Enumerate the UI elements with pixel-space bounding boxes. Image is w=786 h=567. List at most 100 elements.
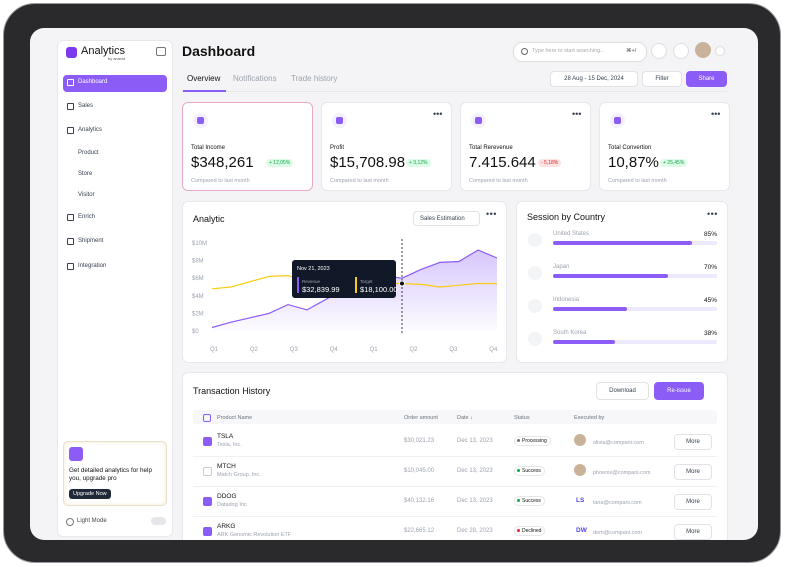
tab[interactable]: Overview	[187, 74, 221, 83]
nav-item[interactable]: Dashboard	[78, 79, 108, 85]
email: dem@compani.com	[593, 530, 642, 536]
nav-item[interactable]: Product	[78, 150, 99, 156]
hover-dot	[399, 280, 405, 287]
country-value: 45%	[703, 297, 717, 304]
page-title: Dashboard	[182, 43, 256, 59]
nav-item[interactable]: Integration	[78, 263, 107, 269]
collapse-icon[interactable]	[156, 47, 166, 56]
user-avatar[interactable]	[695, 42, 711, 58]
theme-toggle[interactable]	[151, 517, 166, 525]
email: olivia@compani.com	[593, 440, 644, 446]
kpi-icon-inner	[614, 117, 621, 124]
search-box[interactable]: Type here to start searching... ⌘+/	[513, 42, 647, 62]
transactions-card: Transaction History Download Re-issue Pr…	[182, 372, 728, 540]
nav-item[interactable]: Shipment	[78, 238, 104, 244]
search-icon	[521, 48, 528, 55]
y-tick-label: $4M	[192, 294, 204, 300]
country-name: South Korea	[553, 330, 587, 336]
kpi-change: + 3,12%	[406, 159, 431, 167]
column-header: Order amount	[404, 415, 438, 421]
amount: $10,045.00	[404, 468, 435, 474]
row-checkbox[interactable]	[203, 527, 212, 536]
nav-item[interactable]: Analytics	[78, 127, 103, 133]
row-checkbox[interactable]	[203, 467, 212, 476]
nav-item[interactable]: Enrich	[78, 214, 96, 220]
status-dot	[517, 529, 520, 532]
x-tick-label: Q4	[489, 347, 498, 353]
table-header	[193, 410, 717, 424]
company: ARK Genomic Revolution ETF	[217, 532, 292, 538]
column-header: Executed by	[574, 415, 605, 421]
tooltip-value: $32,839.99	[302, 285, 340, 294]
tab[interactable]: Notifications	[233, 74, 277, 83]
more-icon[interactable]: •••	[486, 209, 497, 219]
nav-item[interactable]: Sales	[78, 103, 94, 109]
tab-divider	[182, 91, 727, 92]
more-button[interactable]: More	[674, 494, 712, 510]
session-bar	[553, 307, 627, 311]
x-tick-label: Q3	[290, 347, 299, 353]
brand-sub: by anavid	[108, 56, 126, 61]
flag	[528, 299, 542, 313]
country-name: Japan	[553, 264, 570, 270]
analytic-dropdown[interactable]: Sales Estimation	[413, 211, 480, 226]
tooltip-swatch	[297, 277, 299, 293]
status-dot	[517, 439, 520, 442]
share-button[interactable]: Share	[686, 71, 727, 87]
reissue-button[interactable]: Re-issue	[654, 382, 704, 400]
more-icon[interactable]: •••	[433, 109, 443, 119]
row-checkbox[interactable]	[203, 437, 212, 446]
kpi-card: ••• Profit $15,708.98 + 3,12% Compared to la…	[321, 102, 452, 191]
kpi-label: Profit	[330, 145, 345, 151]
date-range[interactable]: 28 Aug - 15 Dec, 2024	[550, 71, 638, 87]
promo-icon	[69, 447, 83, 461]
filter-button[interactable]: Filter	[642, 71, 682, 87]
upgrade-button[interactable]: Upgrade Now	[69, 489, 111, 499]
row-checkbox[interactable]	[203, 497, 212, 506]
notification-button[interactable]	[673, 43, 689, 59]
kpi-label: Total Convertion	[608, 145, 652, 151]
kpi-change: + 12,05%	[266, 159, 294, 167]
y-tick-label: $0	[192, 329, 199, 335]
help-button[interactable]	[651, 43, 667, 59]
more-icon[interactable]: •••	[572, 109, 582, 119]
row-divider	[193, 486, 717, 487]
x-tick-label: Q4	[330, 347, 339, 353]
user-menu[interactable]	[715, 46, 725, 56]
more-icon[interactable]: •••	[711, 109, 721, 119]
bar-track	[553, 340, 717, 344]
kpi-icon-inner	[336, 117, 343, 124]
theme-label: Light Mode	[77, 518, 107, 524]
brand: Analytics	[81, 45, 126, 57]
tab[interactable]: Trade history	[291, 74, 338, 83]
nav-item[interactable]: Visitor	[78, 192, 95, 198]
nav-item[interactable]: Store	[78, 171, 93, 177]
more-button[interactable]: More	[674, 434, 712, 450]
nav-icon	[67, 127, 74, 134]
kpi-icon-inner	[475, 117, 482, 124]
search-placeholder: Type here to start searching...	[532, 48, 605, 54]
more-icon[interactable]: •••	[707, 209, 718, 219]
nav-icon	[67, 79, 74, 86]
ticker: DDOG	[217, 493, 237, 500]
amount: $40,132.16	[404, 498, 435, 504]
sessions-card: Session by Country ••• United States 85% J…	[516, 201, 728, 363]
tooltip-series-name: Target	[360, 279, 373, 284]
flag	[528, 332, 542, 346]
nav-active-bg	[63, 75, 167, 92]
x-tick-label: Q2	[250, 347, 259, 353]
x-tick-label: Q2	[409, 347, 418, 353]
promo-text: Get detailed analytics for help you, upg…	[69, 467, 152, 482]
date: Dec 28, 2023	[457, 528, 493, 534]
more-button[interactable]: More	[674, 464, 712, 480]
more-button[interactable]: More	[674, 524, 712, 540]
country-value: 85%	[703, 231, 717, 238]
company: Match Group, Inc.	[217, 472, 261, 478]
download-button[interactable]: Download	[596, 382, 649, 400]
row-divider	[193, 516, 717, 517]
status-pill: Success	[514, 466, 545, 476]
country-name: United States	[553, 231, 590, 237]
column-header: Status	[514, 415, 530, 421]
search-shortcut: ⌘+/	[626, 48, 637, 54]
